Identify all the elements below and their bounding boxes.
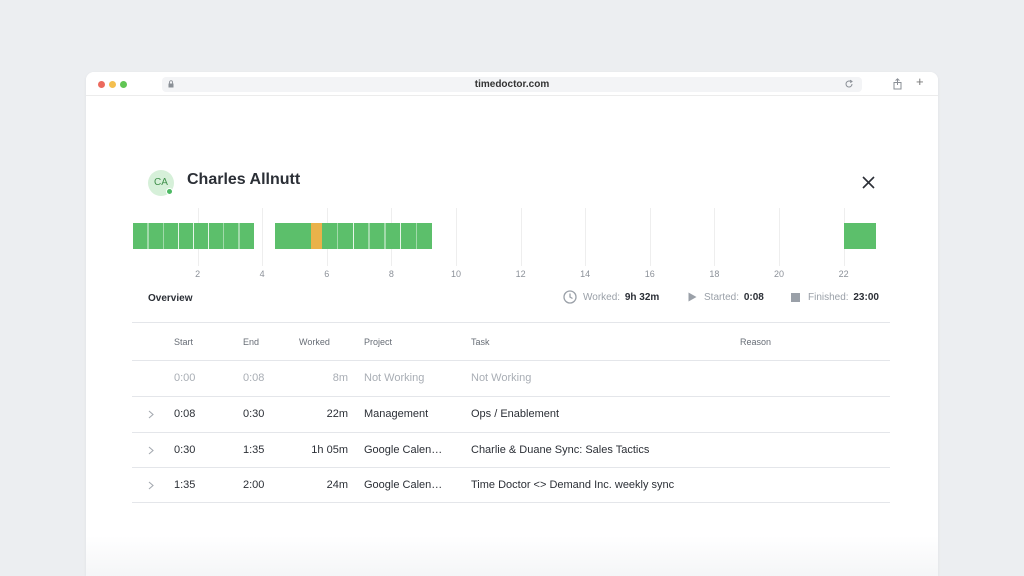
minimize-window-button[interactable] [109, 81, 116, 88]
bottom-fade [86, 536, 938, 576]
column-header-task[interactable]: Task [471, 337, 490, 347]
row-task: Charlie & Duane Sync: Sales Tactics [471, 444, 650, 456]
table-top-divider [132, 322, 890, 323]
finished-value: 23:00 [853, 292, 879, 303]
timeline-tick-label: 6 [324, 269, 330, 279]
timeline-segment-idle[interactable] [310, 223, 322, 249]
play-icon [688, 292, 697, 302]
column-header-reason[interactable]: Reason [740, 337, 772, 347]
chevron-right-icon[interactable] [148, 410, 154, 419]
row-end: 0:30 [243, 408, 265, 420]
timeline-segment-working[interactable] [321, 223, 432, 249]
worked-stat: Worked: 9h 32m [583, 292, 659, 303]
row-task: Not Working [471, 372, 532, 384]
row-task: Ops / Enablement [471, 408, 560, 420]
table-row[interactable]: 0:30 1:35 1h 05m Google Calen… Charlie &… [132, 432, 890, 468]
started-value: 0:08 [743, 292, 764, 303]
column-header-project[interactable]: Project [364, 337, 393, 347]
row-project: Google Calen… [364, 444, 443, 456]
user-name: Charles Allnutt [187, 171, 301, 188]
row-project: Not Working [364, 372, 425, 384]
timeline-tick-label: 2 [195, 269, 201, 279]
chevron-right-icon[interactable] [148, 481, 154, 490]
timeline-tick-label: 10 [450, 269, 461, 279]
timeline-gridline [520, 208, 522, 266]
row-worked: 24m [326, 479, 348, 491]
table-row[interactable]: 1:35 2:00 24m Google Calen… Time Doctor … [132, 467, 890, 503]
table-row: 0:00 0:08 8m Not Working Not Working [132, 360, 890, 396]
row-task: Time Doctor <> Demand Inc. weekly sync [471, 479, 675, 491]
timeline-gridline [714, 208, 716, 266]
timeline-tick-label: 20 [773, 269, 784, 279]
row-start: 1:35 [174, 479, 196, 491]
new-tab-icon[interactable]: + [916, 74, 924, 89]
timeline-gridline [779, 208, 780, 266]
share-icon[interactable] [893, 78, 902, 90]
finished-stat: Finished: 23:00 [808, 292, 879, 303]
timeline-gridline [649, 208, 651, 266]
activity-timeline: 2 4 6 8 10 12 14 16 18 20 22 [133, 208, 876, 279]
timeline-segment-working[interactable] [275, 223, 311, 249]
column-header-start[interactable]: Start [174, 337, 194, 347]
close-window-button[interactable] [98, 81, 105, 88]
close-icon[interactable] [862, 176, 875, 189]
row-worked: 1h 05m [311, 444, 348, 456]
worked-label: Worked: [583, 292, 621, 303]
worked-value: 9h 32m [624, 292, 660, 303]
lock-icon [168, 80, 174, 88]
started-label: Started: [704, 292, 740, 303]
timeline-gridline [262, 208, 264, 266]
row-end: 1:35 [243, 444, 265, 456]
clock-icon [563, 290, 577, 304]
started-stat: Started: 0:08 [704, 292, 764, 303]
timeline-segment-working[interactable] [843, 223, 876, 249]
timeline-tick-label: 22 [838, 269, 849, 279]
timeline-tick-label: 4 [259, 269, 265, 279]
row-start: 0:00 [174, 372, 196, 384]
column-header-worked[interactable]: Worked [299, 337, 330, 347]
row-start: 0:30 [174, 444, 196, 456]
overview-label: Overview [148, 293, 193, 304]
url-text: timedoctor.com [474, 79, 550, 90]
timeline-tick-label: 8 [388, 269, 394, 279]
chevron-right-icon[interactable] [148, 446, 154, 455]
row-end: 2:00 [243, 479, 265, 491]
timeline-tick-label: 12 [515, 269, 526, 279]
timeline-gridline [456, 208, 457, 266]
timeline-tick-label: 16 [644, 269, 655, 279]
timeline-segment-working[interactable] [133, 223, 255, 249]
browser-toolbar: timedoctor.com + [86, 72, 938, 96]
row-worked: 8m [332, 372, 348, 384]
column-header-end[interactable]: End [243, 337, 260, 347]
row-worked: 22m [326, 408, 348, 420]
row-project: Management [364, 408, 429, 420]
timeline-gridline [585, 208, 587, 266]
stop-icon [791, 293, 800, 302]
timeline-tick-label: 18 [709, 269, 720, 279]
maximize-window-button[interactable] [120, 81, 127, 88]
finished-label: Finished: [808, 292, 849, 303]
reload-icon[interactable] [844, 79, 854, 89]
table-row[interactable]: 0:08 0:30 22m Management Ops / Enablemen… [132, 396, 890, 432]
address-bar[interactable]: timedoctor.com [162, 77, 862, 92]
row-end: 0:08 [243, 372, 265, 384]
online-status-dot [166, 188, 173, 195]
row-start: 0:08 [174, 408, 196, 420]
table-bottom-divider [132, 502, 890, 503]
timeline-tick-label: 14 [580, 269, 591, 279]
row-project: Google Calen… [364, 479, 443, 491]
